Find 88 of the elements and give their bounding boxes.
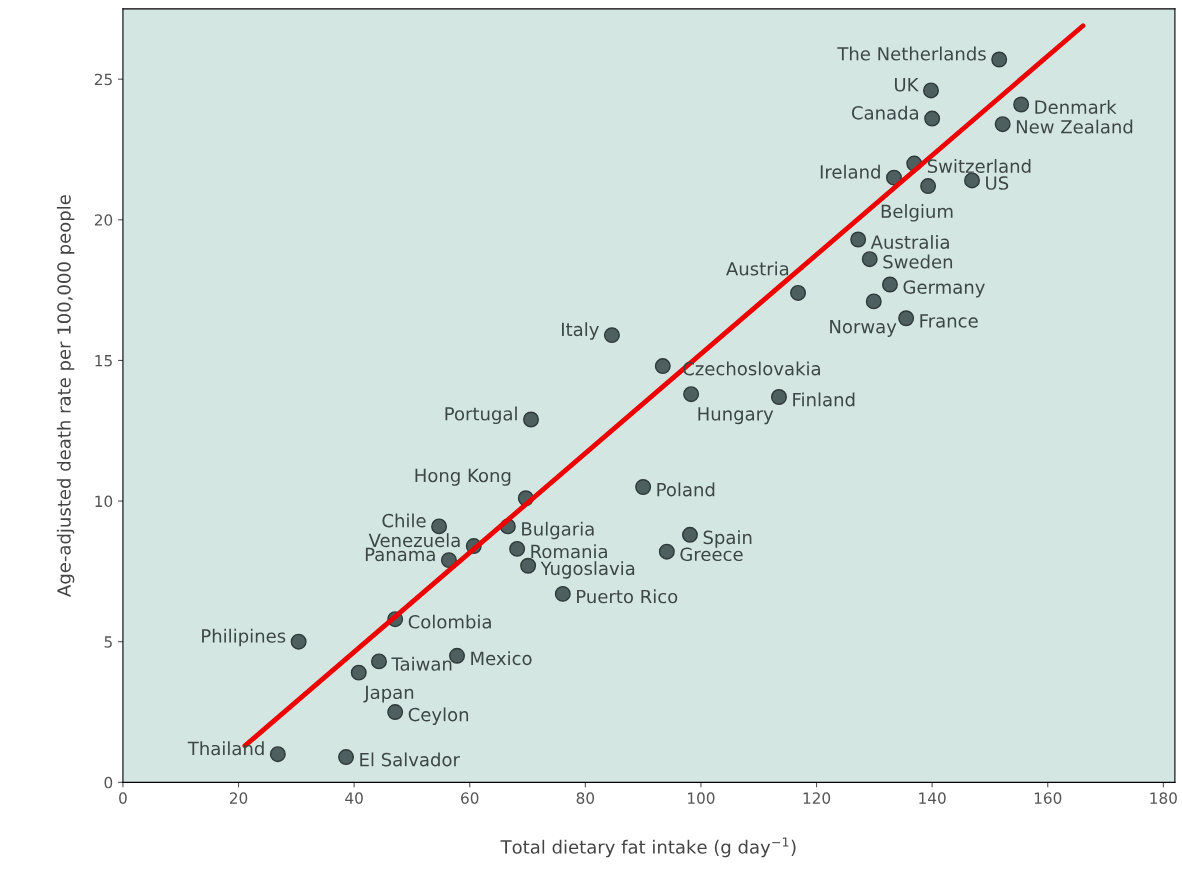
y-tick-label: 5 [104,636,112,648]
annotation: The Netherlands [837,46,986,61]
annotation: Denmark [1035,99,1117,114]
annotation: Belgium [881,204,953,222]
point [520,557,537,574]
point [554,585,571,602]
point [635,479,652,495]
point [603,327,620,344]
x-axis-title: Total dietary fat intake (g day$^{−1}$) [500,837,796,858]
x-tick-label: 100 [688,792,715,804]
annotation: Puerto Rico [577,589,678,604]
point [850,231,867,248]
annotation: Portugal [445,406,517,425]
point [440,552,457,569]
y-tick-label: 0 [104,776,113,789]
annotation: Yugoslavia [540,561,635,579]
annotation: Taiwan [391,656,452,671]
annotation: Ireland [820,164,880,179]
x-tick-label: 80 [576,792,595,804]
point [881,276,898,293]
y-tick-label: 25 [94,73,112,86]
annotation: Italy [562,322,599,340]
point [861,251,878,268]
annotation: Mexico [471,651,532,666]
x-tick-label: 160 [1034,792,1062,804]
point [654,358,671,375]
x-tick-label: 40 [345,792,363,804]
point [683,386,700,403]
point [991,51,1008,68]
x-tick-label: 120 [803,792,831,804]
annotation: Norway [830,319,897,337]
x-tick-label: 0 [119,792,127,804]
point [269,746,286,763]
point [898,310,915,327]
annotation: Canada [851,105,918,120]
point [790,284,807,301]
annotation: New Zealand [1016,119,1133,134]
annotation: Czechoslovakia [683,361,820,376]
annotation: Ceylon [408,707,469,725]
point [681,526,698,543]
y-tick-label: 15 [95,355,112,367]
y-tick-label: 20 [94,214,113,226]
annotation: Romania [531,544,607,559]
point [290,633,307,650]
annotation: El Salvador [360,752,460,767]
point [770,389,787,405]
y-axis-title: Age-adjusted death rate per 100,000 people [56,195,75,597]
point [371,653,387,670]
y-tick-label: 10 [95,495,113,508]
annotation: Spain [703,530,752,548]
annotation: Philipines [202,628,286,647]
x-tick-label: 60 [461,792,479,804]
point [1013,96,1030,113]
annotation: Greece [680,547,743,562]
annotation: Germany [903,280,985,298]
annotation: Finland [793,392,855,407]
point [338,749,355,765]
x-tick-label: 20 [229,792,248,804]
annotation: Poland [657,482,715,497]
x-tick-label: 140 [919,792,946,804]
point [387,704,404,720]
point [658,543,675,560]
annotation: France [920,314,978,328]
point [509,540,526,557]
annotation: Venezuela [368,533,460,548]
annotation: Australia [870,234,949,249]
annotation: Bulgaria [522,521,594,540]
point [994,116,1011,133]
annotation: Chile [382,513,426,528]
annotation: Hungary [698,407,774,425]
x-tick-label: 180 [1150,792,1177,804]
point [920,178,937,195]
point [523,411,539,428]
annotation: Switzerland [927,158,1031,173]
annotation: Japan [363,685,414,703]
annotation: Hong Kong [415,468,511,486]
annotation: Sweden [883,254,953,269]
annotation: Panama [365,547,435,562]
point [350,664,367,681]
annotation: Thailand [187,741,264,756]
annotation: Austria [726,261,789,276]
point [924,110,941,127]
annotation: Colombia [408,614,491,629]
annotation: US [986,176,1009,190]
point [964,172,981,189]
point [865,293,882,310]
point [923,82,939,99]
annotation: UK [895,78,919,92]
